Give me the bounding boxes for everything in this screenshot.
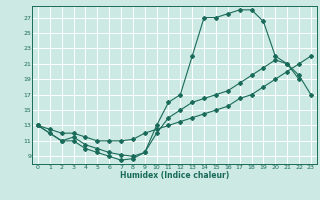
X-axis label: Humidex (Indice chaleur): Humidex (Indice chaleur) [120, 171, 229, 180]
